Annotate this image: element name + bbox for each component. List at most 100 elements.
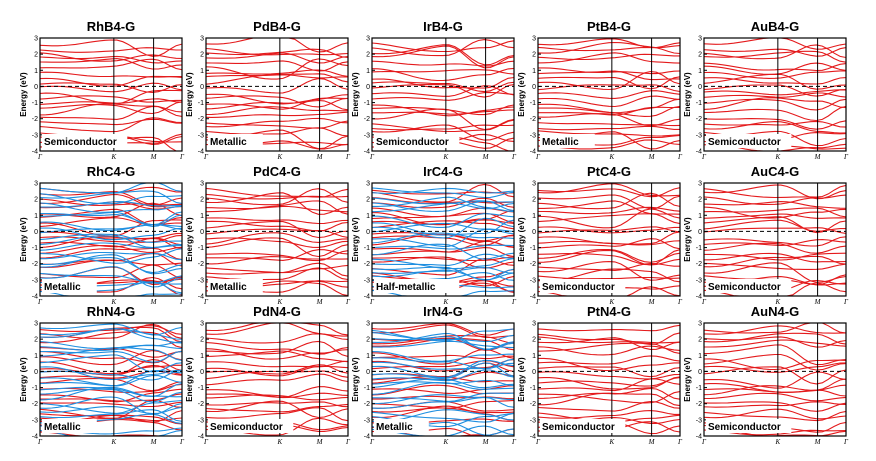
band-up — [40, 89, 182, 105]
x-tick-label: Γ — [37, 438, 43, 446]
band-up — [538, 125, 680, 131]
y-tick-label: 0 — [698, 369, 702, 376]
band-down — [372, 392, 514, 402]
axes-frame — [703, 37, 847, 152]
y-tick-label: -4 — [364, 434, 370, 441]
y-tick-label: 3 — [532, 181, 536, 188]
band-up — [372, 232, 514, 242]
band-down — [372, 187, 514, 194]
y-tick-label: -1 — [32, 245, 38, 252]
band-up — [704, 97, 846, 110]
annotation-box — [374, 279, 460, 293]
y-tick-label: -1 — [530, 245, 536, 252]
y-tick-label: 3 — [34, 321, 38, 328]
y-tick-label: 0 — [34, 84, 38, 91]
band-up — [40, 55, 182, 64]
band-up — [40, 58, 182, 71]
annotation-box — [540, 134, 595, 148]
band-up — [206, 200, 348, 215]
y-axis-label: Energy (eV) — [351, 217, 360, 262]
annotation-box — [706, 134, 792, 148]
band-down — [40, 399, 182, 414]
x-tick-label: Γ — [677, 298, 683, 306]
axes-frame — [205, 37, 349, 152]
y-tick-label: 2 — [200, 197, 204, 204]
band-up — [704, 353, 846, 371]
band-up — [206, 256, 348, 265]
band-up — [538, 332, 680, 345]
y-tick-label: 3 — [698, 321, 702, 328]
band-up — [538, 53, 680, 61]
annotation-label: Metallic — [376, 422, 413, 433]
band-down — [372, 289, 514, 296]
y-tick-label: 2 — [200, 52, 204, 59]
x-tick-label: K — [111, 153, 117, 161]
band-up — [206, 47, 348, 56]
band-up — [206, 187, 348, 198]
band-up — [40, 350, 182, 366]
x-tick-label: M — [150, 153, 158, 161]
x-tick-label: M — [648, 153, 656, 161]
band-up — [206, 58, 348, 80]
y-tick-label: 0 — [532, 84, 536, 91]
band-up — [372, 324, 514, 339]
band-up — [206, 38, 348, 53]
band-down — [40, 227, 182, 241]
y-axis-label: Energy (eV) — [19, 217, 28, 262]
band-up — [704, 332, 846, 345]
annotation-label: Semiconductor — [708, 137, 781, 148]
panel-title: PdB4-G — [253, 19, 301, 34]
band-up — [372, 104, 514, 116]
panel-title: PtC4-G — [587, 164, 631, 179]
band-up — [206, 60, 348, 72]
y-tick-label: 2 — [34, 337, 38, 344]
band-up — [206, 188, 348, 206]
band-up — [704, 105, 846, 122]
y-tick-label: -4 — [32, 434, 38, 441]
band-up — [372, 76, 514, 89]
y-tick-label: 0 — [200, 369, 204, 376]
y-tick-label: 0 — [34, 369, 38, 376]
annotation-box — [42, 134, 128, 148]
x-tick-label: K — [277, 438, 283, 446]
y-tick-label: -1 — [696, 385, 702, 392]
y-axis-label: Energy (eV) — [185, 217, 194, 262]
y-tick-label: 1 — [532, 213, 536, 220]
x-tick-label: Γ — [535, 438, 541, 446]
band-up — [704, 325, 846, 335]
x-tick-label: M — [814, 153, 822, 161]
y-tick-label: -4 — [696, 294, 702, 301]
band-down — [40, 341, 182, 350]
y-tick-label: -3 — [198, 417, 204, 424]
band-up — [206, 93, 348, 105]
y-axis-label: Energy (eV) — [351, 357, 360, 402]
x-tick-label: M — [814, 298, 822, 306]
band-up — [206, 323, 348, 340]
band-up — [538, 355, 680, 365]
y-axis-label: Energy (eV) — [19, 357, 28, 402]
band-up — [206, 232, 348, 245]
y-tick-label: -3 — [530, 132, 536, 139]
band-lines — [40, 39, 182, 151]
band-up — [372, 124, 514, 141]
y-tick-label: 2 — [34, 52, 38, 59]
band-down — [372, 359, 514, 378]
band-up — [206, 407, 348, 422]
band-down — [40, 193, 182, 205]
band-up — [40, 58, 182, 70]
band-down — [40, 266, 182, 288]
band-up — [704, 385, 846, 397]
band-up — [538, 324, 680, 332]
band-up — [206, 120, 348, 129]
band-up — [206, 401, 348, 408]
band-up — [206, 52, 348, 64]
band-up — [704, 323, 846, 334]
band-lines — [538, 38, 680, 150]
y-tick-label: 2 — [698, 52, 702, 59]
band-up — [372, 45, 514, 69]
